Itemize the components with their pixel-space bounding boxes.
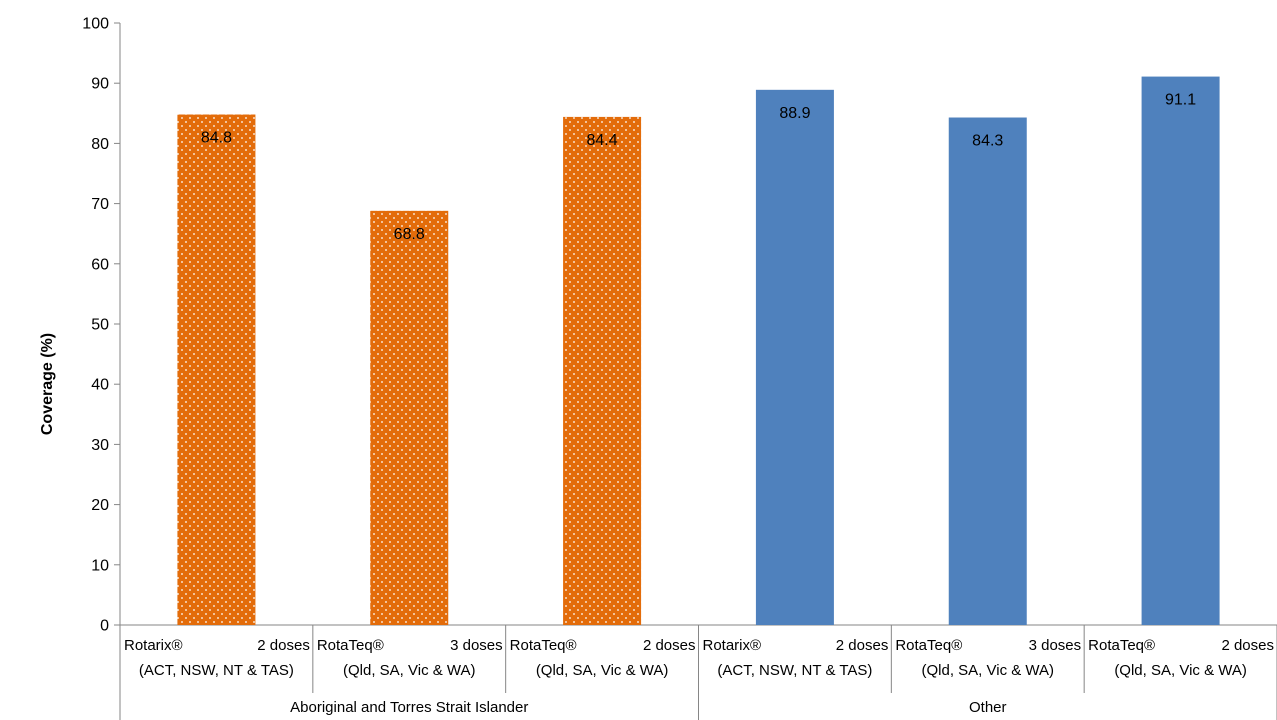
category-states-label: (ACT, NSW, NT & TAS) bbox=[717, 662, 872, 679]
axes bbox=[114, 22, 1277, 720]
y-tick-label: 0 bbox=[100, 618, 109, 635]
bar bbox=[563, 116, 642, 626]
category-vaccine-label: Rotarix® bbox=[124, 637, 183, 654]
bar bbox=[1141, 76, 1220, 625]
bars bbox=[177, 76, 1220, 626]
y-tick-label: 20 bbox=[91, 497, 109, 514]
category-vaccine-label: RotaTeq® bbox=[1088, 637, 1155, 654]
bar-value-label: 84.3 bbox=[972, 133, 1003, 150]
y-axis-title: Coverage (%) bbox=[39, 333, 56, 435]
bar bbox=[370, 210, 449, 625]
category-vaccine-label: RotaTeq® bbox=[510, 637, 577, 654]
bar-value-label: 68.8 bbox=[394, 226, 425, 243]
y-tick-label: 70 bbox=[91, 196, 109, 213]
group-label: Other bbox=[969, 699, 1007, 716]
bar-value-label: 88.9 bbox=[779, 105, 810, 122]
category-doses-label: 3 doses bbox=[450, 637, 503, 654]
category-vaccine-label: Rotarix® bbox=[703, 637, 762, 654]
labels: 0 10 20 30 40 50 60 70 80 90 100 Aboriginal and Tor… bbox=[82, 16, 1274, 717]
y-tick-label: 60 bbox=[91, 256, 109, 273]
y-tick-label: 30 bbox=[91, 437, 109, 454]
bar-value-label: 84.4 bbox=[587, 132, 618, 149]
category-states-label: (Qld, SA, Vic & WA) bbox=[536, 662, 669, 679]
y-tick-label: 80 bbox=[91, 136, 109, 153]
category-states-label: (Qld, SA, Vic & WA) bbox=[1114, 662, 1247, 679]
y-tick-label: 100 bbox=[82, 16, 109, 33]
y-tick-label: 10 bbox=[91, 557, 109, 574]
group-label: Aboriginal and Torres Strait Islander bbox=[290, 699, 528, 716]
category-doses-label: 3 doses bbox=[1029, 637, 1082, 654]
bar-value-label: 84.8 bbox=[201, 130, 232, 147]
category-vaccine-label: RotaTeq® bbox=[317, 637, 384, 654]
category-doses-label: 2 doses bbox=[1221, 637, 1274, 654]
bar bbox=[755, 89, 834, 625]
y-tick-label: 50 bbox=[91, 317, 109, 334]
category-vaccine-label: RotaTeq® bbox=[895, 637, 962, 654]
bar-value-label: 91.1 bbox=[1165, 92, 1196, 109]
y-tick-label: 90 bbox=[91, 76, 109, 93]
category-doses-label: 2 doses bbox=[257, 637, 310, 654]
bar bbox=[177, 114, 256, 625]
bar bbox=[948, 117, 1027, 625]
y-tick-label: 40 bbox=[91, 377, 109, 394]
category-doses-label: 2 doses bbox=[643, 637, 696, 654]
category-states-label: (Qld, SA, Vic & WA) bbox=[921, 662, 1054, 679]
category-doses-label: 2 doses bbox=[836, 637, 889, 654]
category-states-label: (Qld, SA, Vic & WA) bbox=[343, 662, 476, 679]
category-states-label: (ACT, NSW, NT & TAS) bbox=[139, 662, 294, 679]
